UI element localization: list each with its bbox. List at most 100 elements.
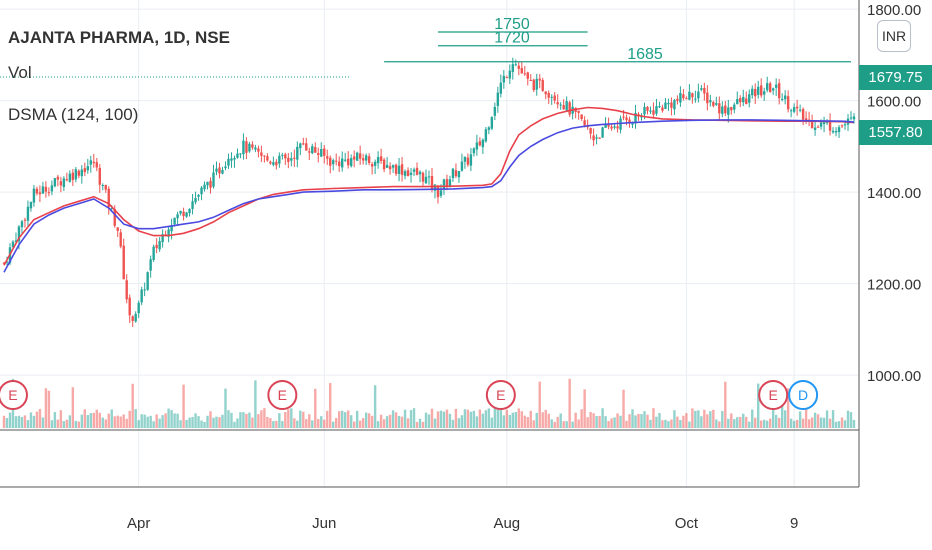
candle-body xyxy=(421,172,425,182)
volume-bar xyxy=(822,417,826,428)
candle-body xyxy=(490,117,494,129)
candle-body xyxy=(442,179,446,189)
volume-bar xyxy=(616,413,619,428)
volume-bar xyxy=(424,412,428,428)
candle-body xyxy=(305,143,308,151)
volume-bar xyxy=(242,412,245,428)
volume-bar xyxy=(742,413,745,428)
candle-body xyxy=(538,78,541,81)
volume-bar xyxy=(508,415,512,428)
candle-body xyxy=(218,167,221,174)
candle-body xyxy=(822,122,826,125)
volume-bar xyxy=(299,410,302,428)
volume-bar xyxy=(445,409,449,428)
volume-bar xyxy=(409,410,413,428)
earnings-badge xyxy=(267,380,298,410)
volume-bar xyxy=(206,415,209,428)
candle-body xyxy=(89,160,92,165)
volume-bar xyxy=(433,418,437,428)
candle-body xyxy=(320,149,323,157)
candle-body xyxy=(789,110,793,112)
volume-bar xyxy=(768,418,772,428)
volume-bar xyxy=(700,416,703,428)
currency-button[interactable]: INR xyxy=(877,20,911,52)
volume-bar xyxy=(284,412,287,428)
volume-bar xyxy=(352,421,356,428)
volume-bar xyxy=(481,413,485,428)
candle-body xyxy=(664,102,667,109)
volume-bar xyxy=(505,409,509,428)
candle-body xyxy=(795,106,799,109)
candle-body xyxy=(415,167,419,175)
candle-body xyxy=(80,169,84,177)
candle-body xyxy=(341,158,344,168)
volume-bar xyxy=(837,421,841,428)
candle-body xyxy=(520,68,523,74)
volume-bar xyxy=(302,411,305,428)
volume-legend[interactable]: Vol xyxy=(8,63,32,83)
candle-body xyxy=(308,151,311,153)
candle-body xyxy=(56,176,60,180)
volume-bar xyxy=(188,417,191,428)
candle-body xyxy=(745,98,748,105)
volume-bar xyxy=(469,411,473,428)
earnings-badge xyxy=(0,380,28,410)
candle-body xyxy=(149,259,152,271)
x-tick-label: Aug xyxy=(493,515,520,532)
candle-body xyxy=(215,168,218,172)
volume-bar xyxy=(810,417,814,428)
volume-bar xyxy=(730,413,733,428)
volume-bar xyxy=(44,388,48,428)
candle-body xyxy=(406,170,410,177)
volume-bar xyxy=(391,410,395,428)
volume-bar xyxy=(607,421,610,428)
volume-bar xyxy=(640,414,643,428)
candle-body xyxy=(352,156,356,160)
candle-body xyxy=(364,155,368,161)
volume-bar xyxy=(65,419,69,428)
volume-bar xyxy=(379,414,383,428)
volume-bar xyxy=(466,409,470,428)
volume-bar xyxy=(326,410,329,428)
volume-bar xyxy=(245,413,248,428)
volume-bar xyxy=(721,411,724,428)
candle-body xyxy=(840,125,844,127)
candle-body xyxy=(230,158,233,161)
volume-bar xyxy=(257,414,260,428)
candle-body xyxy=(466,157,470,165)
candle-body xyxy=(454,170,458,177)
volume-bar xyxy=(131,383,134,428)
candle-body xyxy=(155,244,158,249)
event-badge-label: E xyxy=(769,387,778,403)
volume-bar xyxy=(388,414,392,428)
candle-body xyxy=(562,105,565,110)
symbol-legend[interactable]: AJANTA PHARMA, 1D, NSE xyxy=(8,28,230,48)
volume-bar xyxy=(35,411,39,428)
volume-bar xyxy=(562,421,565,428)
candle-body xyxy=(649,110,652,112)
candle-body xyxy=(221,169,224,174)
volume-bar xyxy=(595,416,598,428)
volume-bar xyxy=(272,421,275,428)
volume-bar xyxy=(107,413,110,428)
volume-bar xyxy=(311,420,314,428)
volume-bar xyxy=(691,408,694,428)
candle-body xyxy=(706,92,709,104)
volume-bar xyxy=(14,416,18,428)
candle-body xyxy=(514,64,517,66)
candle-body xyxy=(397,165,401,174)
candle-body xyxy=(403,171,407,176)
candle-body xyxy=(831,130,835,133)
candle-body xyxy=(317,153,320,156)
candle-body xyxy=(709,100,712,103)
candle-body xyxy=(688,91,691,100)
candle-body xyxy=(107,188,110,208)
indicator-legend[interactable]: DSMA (124, 100) xyxy=(8,105,138,125)
volume-bar xyxy=(320,416,323,428)
candle-body xyxy=(673,99,676,110)
candle-body xyxy=(329,157,332,166)
candle-body xyxy=(661,107,664,111)
volume-bar xyxy=(676,416,679,428)
candle-body xyxy=(35,188,39,194)
